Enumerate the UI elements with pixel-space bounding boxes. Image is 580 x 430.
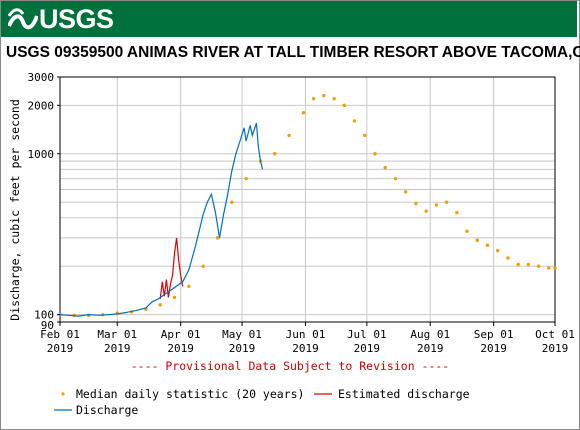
x-tick-year: 2019 bbox=[292, 342, 319, 355]
x-tick-label: Sep 01 bbox=[474, 328, 514, 341]
chart-title: USGS 09359500 ANIMAS RIVER AT TALL TIMBE… bbox=[6, 44, 580, 61]
x-tick-year: 2019 bbox=[417, 342, 444, 355]
median-point bbox=[496, 248, 500, 253]
median-point bbox=[393, 176, 398, 181]
median-point bbox=[455, 211, 459, 215]
median-point bbox=[322, 93, 326, 98]
median-point bbox=[383, 165, 387, 170]
x-tick-year: 2019 bbox=[354, 342, 381, 355]
median-point bbox=[172, 295, 177, 300]
median-point bbox=[158, 303, 162, 307]
y-tick-label: 1000 bbox=[28, 148, 55, 161]
median-point bbox=[287, 133, 291, 138]
median-point bbox=[434, 203, 439, 207]
median-point bbox=[373, 152, 377, 156]
median-point bbox=[547, 266, 551, 270]
legend-blue-line-symbol bbox=[54, 409, 72, 411]
median-point bbox=[301, 110, 306, 115]
median-point bbox=[403, 190, 408, 194]
median-point bbox=[526, 262, 531, 267]
x-tick-year: 2019 bbox=[542, 342, 569, 355]
x-tick-year: 2019 bbox=[104, 342, 131, 355]
x-tick-year: 2019 bbox=[167, 342, 194, 355]
legend-dot-symbol bbox=[61, 392, 65, 396]
median-point bbox=[342, 103, 347, 108]
x-tick-year: 2019 bbox=[47, 342, 74, 355]
median-point bbox=[516, 262, 520, 267]
median-point bbox=[363, 133, 367, 138]
plot-area bbox=[59, 76, 556, 323]
usgs-logo[interactable]: USGS bbox=[8, 4, 114, 35]
legend-label-median: Median daily statistic (20 years) bbox=[76, 387, 305, 401]
x-tick-label: Feb 01 bbox=[40, 328, 80, 341]
median-point bbox=[201, 264, 205, 268]
median-point bbox=[424, 209, 428, 213]
y-tick-label: 100 bbox=[34, 309, 54, 322]
x-tick-year: 2019 bbox=[480, 342, 507, 355]
logo-text: USGS bbox=[39, 4, 114, 34]
median-point bbox=[244, 176, 248, 181]
median-point bbox=[311, 96, 316, 101]
median-point bbox=[187, 284, 191, 289]
x-tick-label: Aug 01 bbox=[410, 328, 450, 341]
legend-label-discharge: Discharge bbox=[76, 403, 139, 417]
provisional-note: ---- Provisional Data Subject to Revisio… bbox=[130, 359, 450, 373]
median-point bbox=[352, 119, 357, 123]
median-point bbox=[230, 200, 234, 204]
x-tick-label: Jul 01 bbox=[347, 328, 387, 341]
x-tick-label: Oct 01 bbox=[535, 328, 575, 341]
median-point bbox=[215, 236, 220, 240]
median-point bbox=[536, 264, 541, 268]
median-point bbox=[465, 229, 469, 233]
y-tick-label: 2000 bbox=[28, 99, 55, 112]
series-layer bbox=[58, 93, 557, 318]
x-tick-year: 2019 bbox=[229, 342, 256, 355]
median-point bbox=[444, 200, 449, 204]
legend-red-line-symbol bbox=[314, 393, 332, 395]
x-tick-label: Mar 01 bbox=[97, 328, 137, 341]
y-tick-label: 3000 bbox=[28, 71, 55, 84]
legend-label-estimated: Estimated discharge bbox=[338, 387, 470, 401]
median-point bbox=[273, 152, 277, 156]
median-point bbox=[506, 256, 510, 260]
median-point bbox=[485, 243, 490, 247]
median-point bbox=[332, 96, 336, 101]
median-point bbox=[414, 201, 418, 206]
x-tick-label: May 01 bbox=[222, 328, 262, 341]
grid-lines bbox=[59, 76, 556, 322]
series-line-1 bbox=[159, 237, 184, 300]
median-point bbox=[553, 266, 557, 270]
usgs-banner: USGS bbox=[1, 1, 577, 37]
x-tick-label: Apr 01 bbox=[161, 328, 201, 341]
y-tick-label: 90 bbox=[41, 319, 54, 332]
x-tick-label: Jun 01 bbox=[286, 328, 326, 341]
median-point bbox=[475, 238, 479, 242]
series-line-2 bbox=[59, 122, 264, 317]
usgs-wave-icon bbox=[8, 8, 38, 30]
